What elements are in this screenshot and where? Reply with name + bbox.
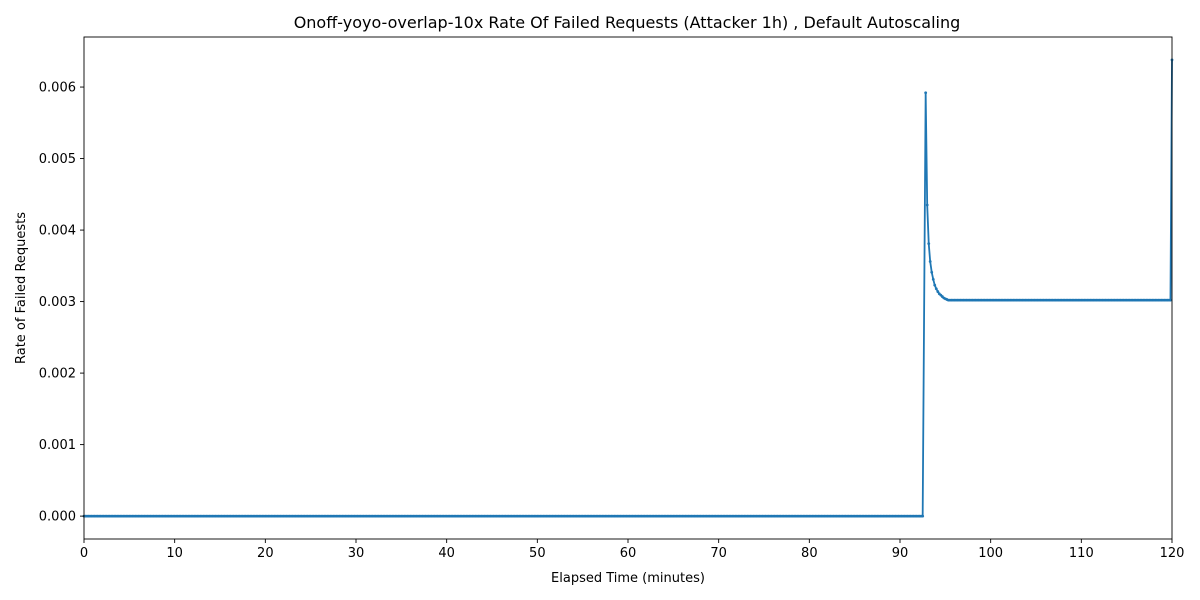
- x-tick-label: 0: [80, 546, 88, 561]
- x-tick-label: 70: [710, 546, 727, 561]
- data-point: [931, 278, 935, 281]
- data-point: [936, 290, 940, 293]
- y-tick-label: 0.001: [39, 438, 76, 453]
- x-tick-label: 50: [529, 546, 546, 561]
- x-axis-label: Elapsed Time (minutes): [551, 571, 705, 586]
- x-tick-label: 90: [892, 546, 909, 561]
- x-tick-label: 40: [438, 546, 455, 561]
- data-point: [927, 242, 931, 246]
- series-line: [84, 59, 1173, 518]
- data-point: [924, 91, 928, 95]
- y-tick-label: 0.004: [39, 224, 76, 239]
- y-tick-label: 0.002: [39, 367, 76, 382]
- data-point: [928, 260, 932, 263]
- y-tick-label: 0.003: [39, 295, 76, 310]
- series-layer: [82, 58, 1174, 518]
- data-point: [930, 270, 934, 274]
- chart-title: Onoff-yoyo-overlap-10x Rate Of Failed Re…: [294, 13, 961, 32]
- y-tick-label: 0.006: [39, 81, 76, 96]
- x-tick-label: 80: [801, 546, 818, 561]
- data-point: [934, 287, 938, 291]
- x-tick-label: 110: [1069, 546, 1094, 561]
- plot-area: [82, 36, 1174, 540]
- x-tick-label: 60: [620, 546, 637, 561]
- data-point: [921, 514, 925, 518]
- y-axis-label: Rate of Failed Requests: [14, 212, 29, 364]
- data-point: [933, 283, 937, 287]
- x-tick-label: 100: [978, 546, 1003, 561]
- x-tick-label: 30: [348, 546, 365, 561]
- axes-frame: [83, 36, 1173, 540]
- x-tick-label: 10: [166, 546, 183, 561]
- y-tick-label: 0.005: [39, 152, 76, 167]
- data-point: [1169, 298, 1172, 302]
- y-axis: 0.000 0.001 0.002 0.003 0.004 0.005 0.006: [39, 81, 84, 525]
- x-axis: 0 10 20 30 40 50 60 70 80 90 100 110 120: [80, 539, 1185, 561]
- y-tick-label: 0.000: [39, 510, 76, 525]
- x-tick-label: 120: [1160, 546, 1185, 561]
- data-point: [925, 203, 929, 207]
- x-tick-label: 20: [257, 546, 274, 561]
